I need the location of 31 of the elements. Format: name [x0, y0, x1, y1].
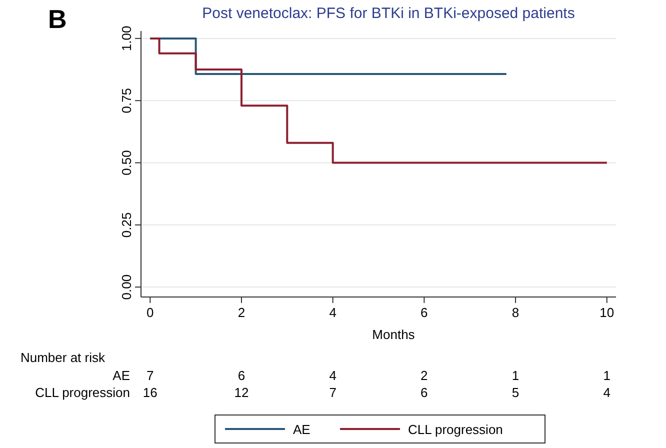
y-tick-label: 0.00	[119, 274, 134, 300]
chart-title: Post venetoclax: PFS for BTKi in BTKi-exposed patients	[202, 5, 575, 22]
text: AE	[112, 368, 130, 383]
x-axis-title: Months	[372, 327, 416, 342]
text: 7	[329, 385, 336, 400]
text: 4	[329, 368, 336, 383]
y-tick-label: 0.50	[119, 150, 134, 176]
x-tick-label: 8	[512, 305, 520, 320]
x-tick-label: 0	[146, 305, 154, 320]
text: B	[48, 4, 67, 34]
y-tick-label: 1.00	[119, 26, 134, 52]
legend-label: AE	[293, 422, 311, 437]
text: 16	[142, 385, 158, 400]
text: 1	[512, 368, 520, 383]
text: 12	[234, 385, 249, 400]
y-tick-label: 0.25	[119, 212, 134, 238]
x-tick-label: 2	[238, 305, 246, 320]
x-tick-label: 4	[329, 305, 336, 320]
text: Number at risk	[20, 350, 106, 365]
text: 7	[146, 368, 154, 383]
text: CLL progression	[35, 385, 130, 400]
y-tick-label: 0.75	[119, 88, 134, 114]
text: 6	[238, 368, 246, 383]
text: 2	[420, 368, 428, 383]
text: 4	[603, 385, 610, 400]
x-tick-label: 6	[420, 305, 428, 320]
text: 5	[512, 385, 520, 400]
legend-label: CLL progression	[408, 422, 503, 437]
x-tick-label: 10	[600, 305, 614, 320]
text: 1	[603, 368, 610, 383]
text: 6	[420, 385, 428, 400]
